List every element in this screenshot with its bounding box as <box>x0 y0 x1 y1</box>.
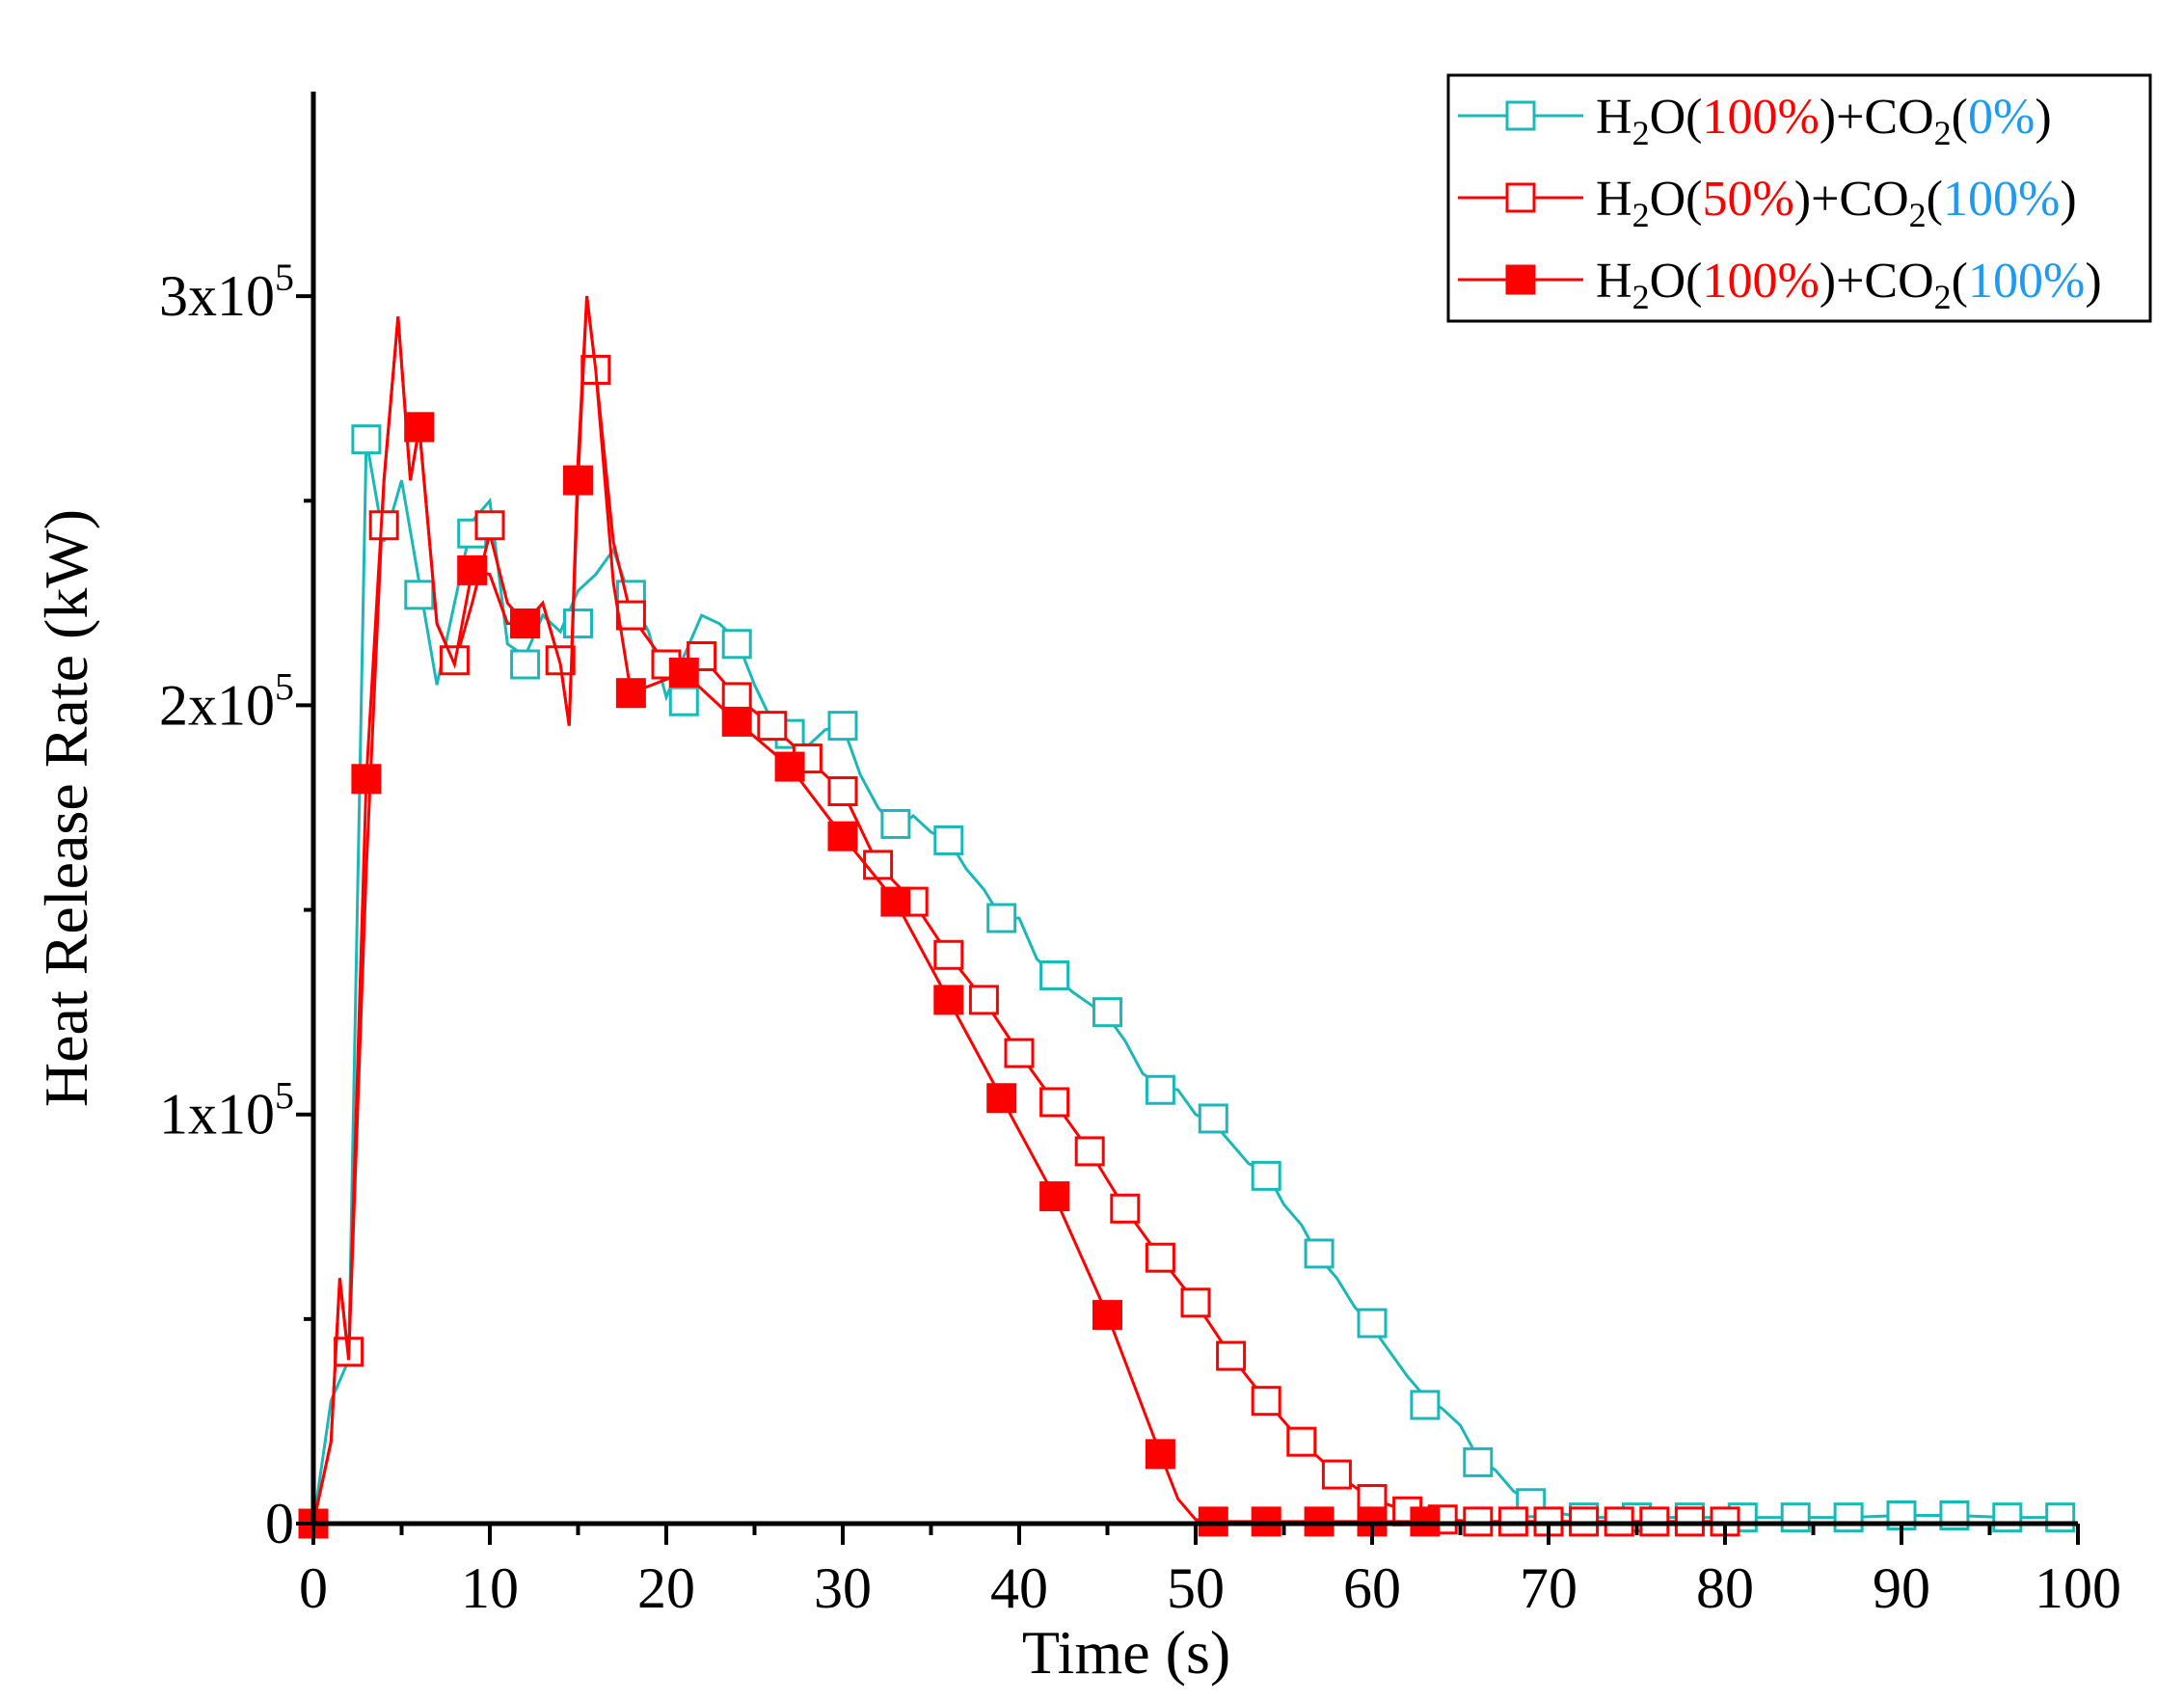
data-point-marker <box>1110 1193 1141 1224</box>
data-point-marker <box>668 686 699 716</box>
data-point-marker <box>563 465 593 496</box>
legend-marker-sample <box>1505 100 1536 131</box>
data-point-marker <box>474 510 505 541</box>
data-point-marker <box>1074 1136 1105 1167</box>
data-point-marker <box>1039 1181 1070 1212</box>
x-tick-label: 60 <box>1343 1556 1401 1620</box>
series-3 <box>298 295 1441 1539</box>
data-point-marker <box>1198 1103 1228 1134</box>
data-point-marker <box>933 824 964 855</box>
x-tick-label: 0 <box>299 1556 328 1620</box>
data-point-marker <box>1780 1502 1811 1533</box>
data-point-marker <box>827 776 858 807</box>
data-point-marker <box>1145 1439 1175 1470</box>
data-point-marker <box>351 424 382 455</box>
data-point-marker <box>368 510 399 541</box>
legend-item-1: H2O(100%)+CO2(0%) <box>1458 90 2052 152</box>
data-point-marker <box>863 850 894 880</box>
series-1 <box>298 424 2076 1539</box>
data-point-marker <box>1004 1038 1035 1068</box>
data-point-marker <box>668 657 699 688</box>
series-line <box>311 439 2061 1525</box>
data-point-marker <box>510 649 541 680</box>
data-point-marker <box>1463 1446 1494 1477</box>
data-point-marker <box>1145 1242 1175 1273</box>
legend-marker-sample <box>1505 264 1536 295</box>
data-point-marker <box>827 821 858 851</box>
data-point-marker <box>933 939 964 970</box>
data-point-marker <box>1286 1426 1317 1457</box>
data-point-marker <box>1410 1390 1441 1420</box>
data-point-marker <box>563 608 593 639</box>
x-tick-label: 30 <box>814 1556 872 1620</box>
y-tick-label: 2x105 <box>159 664 294 737</box>
data-point-marker <box>1833 1502 1864 1533</box>
data-point-marker <box>880 808 911 839</box>
data-point-marker <box>757 711 788 742</box>
y-axis-title: Heat Release Rate (kW) <box>32 509 100 1107</box>
x-tick-label: 100 <box>2035 1556 2121 1620</box>
data-point-marker <box>1992 1502 2023 1533</box>
data-point-marker <box>986 1083 1017 1114</box>
series-line <box>311 295 1425 1525</box>
data-point-marker <box>351 764 382 795</box>
x-tick-label: 90 <box>1873 1556 1930 1620</box>
data-point-marker <box>721 629 752 660</box>
data-point-marker <box>1321 1459 1352 1490</box>
x-axis-title: Time (s) <box>1022 1618 1230 1687</box>
x-tick-label: 70 <box>1520 1556 1577 1620</box>
data-point-marker <box>774 751 805 782</box>
x-tick-label: 20 <box>637 1556 695 1620</box>
data-point-marker <box>404 412 435 443</box>
legend-item-3: H2O(100%)+CO2(100%) <box>1458 254 2102 316</box>
data-point-marker <box>510 608 541 639</box>
legend: H2O(100%)+CO2(0%) H2O(50%)+CO2(100%) H2O(1… <box>1446 73 2152 323</box>
data-point-marker <box>968 985 999 1015</box>
x-tick-label: 50 <box>1167 1556 1225 1620</box>
data-point-marker <box>721 682 752 713</box>
data-point-marker <box>1357 1308 1388 1338</box>
legend-marker-sample <box>1505 182 1536 213</box>
x-tick-label: 40 <box>990 1556 1048 1620</box>
data-point-marker <box>439 645 470 676</box>
series-layer <box>298 295 2076 1539</box>
data-point-marker <box>404 580 435 610</box>
data-point-marker <box>1251 1160 1281 1191</box>
data-point-marker <box>2045 1502 2076 1533</box>
data-point-marker <box>1216 1340 1247 1371</box>
legend-label: H2O(100%)+CO2(0%) <box>1596 90 2052 152</box>
data-point-marker <box>1039 959 1070 990</box>
data-point-marker <box>1304 1238 1335 1269</box>
ticks-layer: 0 10 20 30 40 50 60 70 80 90 100 0 1x105 2x105 3x105 <box>159 256 2121 1620</box>
data-point-marker <box>721 706 752 737</box>
legend-item-2: H2O(50%)+CO2(100%) <box>1458 172 2077 234</box>
data-point-marker <box>1092 1300 1122 1331</box>
data-point-marker <box>933 985 964 1015</box>
x-tick-label: 10 <box>461 1556 519 1620</box>
data-point-marker <box>880 886 911 917</box>
y-tick-label: 1x105 <box>159 1074 294 1147</box>
series-2 <box>298 295 1740 1539</box>
data-point-marker <box>827 711 858 742</box>
data-point-marker <box>615 678 646 709</box>
y-tick-label: 0 <box>265 1492 294 1555</box>
data-point-marker <box>457 554 488 585</box>
series-line <box>311 295 1725 1525</box>
data-point-marker <box>1092 997 1122 1028</box>
data-point-marker <box>1039 1087 1070 1118</box>
x-tick-label: 80 <box>1696 1556 1754 1620</box>
data-point-marker <box>1251 1386 1281 1417</box>
legend-label: H2O(50%)+CO2(100%) <box>1596 172 2077 234</box>
legend-label: H2O(100%)+CO2(100%) <box>1596 254 2102 316</box>
data-point-marker <box>1145 1074 1175 1105</box>
data-point-marker <box>1180 1287 1211 1318</box>
y-tick-label: 3x105 <box>159 256 294 328</box>
data-point-marker <box>986 903 1017 933</box>
